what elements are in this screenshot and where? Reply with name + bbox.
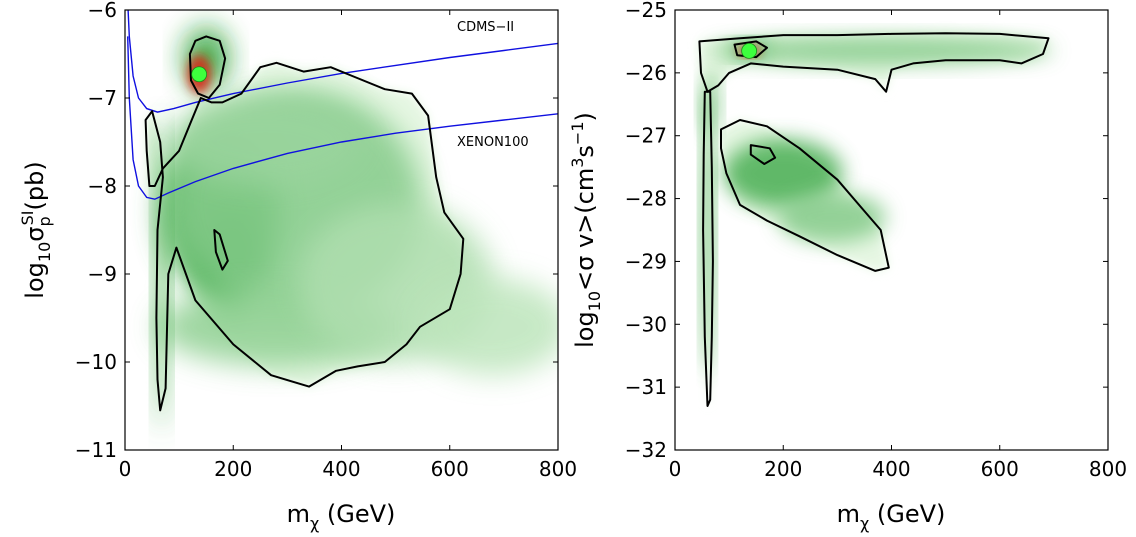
left-x-tick-label: 600 [431, 457, 469, 481]
left-x-tick-label: 800 [539, 457, 577, 481]
left-contour-95-0 [144, 61, 465, 412]
right-density-blob-1 [707, 37, 1054, 65]
right-y-tick-label: −27 [625, 124, 667, 148]
left-density-blob-4 [168, 98, 364, 186]
left-best-fit-point [191, 66, 208, 83]
right-contour-68-1 [749, 144, 777, 165]
left-ticks: 0 200 400 600 800 −11 −10 −9 −8 −7 −6 [75, 0, 577, 481]
right-y-axis-label: log10<σ v>(cm3s−1) [568, 112, 604, 348]
left-limit-curve-0 [127, 10, 558, 113]
left-contour-68-0 [188, 35, 227, 99]
right-contour-95-2 [720, 119, 890, 272]
right-x-tick-label: 200 [764, 457, 802, 481]
right-contour-95-0 [698, 32, 1050, 93]
right-x-tick-label: 0 [669, 457, 682, 481]
left-y-axis-label: log10σpSI(pb) [18, 161, 54, 298]
left-x-tick-label: 400 [322, 457, 360, 481]
left-x-axis-label: mχ (GeV) [287, 500, 396, 533]
right-y-tick-label: −25 [625, 0, 667, 22]
left-x-tick-label: 0 [119, 457, 132, 481]
right-y-tick-label: −26 [625, 61, 667, 85]
left-plot-area [127, 10, 558, 433]
right-axes-frame [674, 9, 1109, 451]
right-contour-95-1 [702, 90, 714, 407]
right-plot-area [698, 32, 1054, 407]
right-x-tick-label: 800 [1089, 457, 1127, 481]
left-density-blob-8 [417, 278, 558, 376]
right-y-tick-label: −28 [625, 187, 667, 211]
left-y-tick-label: −11 [75, 438, 117, 462]
left-y-tick-label: −7 [88, 86, 117, 110]
left-panel: 0 200 400 600 800 −11 −10 −9 −8 −7 −6 CDMS−II XENO… [18, 0, 577, 533]
right-panel: 0 200 400 600 800 −32 −31 −30 −29 −28 −27 −26 −25 mχ… [568, 0, 1127, 533]
left-y-tick-label: −8 [88, 174, 117, 198]
right-y-tick-label: −29 [625, 249, 667, 273]
right-x-tick-label: 600 [981, 457, 1019, 481]
right-x-axis-label: mχ (GeV) [837, 500, 946, 533]
left-limit-curve-1 [127, 36, 558, 200]
left-contour-68-1 [213, 229, 229, 271]
left-x-tick-label: 200 [214, 457, 252, 481]
right-y-tick-label: −30 [625, 312, 667, 336]
cdms-curve-label: CDMS−II [457, 20, 514, 35]
right-best-fit-point [741, 42, 758, 59]
right-x-tick-label: 400 [872, 457, 910, 481]
left-y-tick-label: −10 [75, 350, 117, 374]
left-y-tick-label: −6 [88, 0, 117, 22]
left-y-tick-label: −9 [88, 262, 117, 286]
right-ticks: 0 200 400 600 800 −32 −31 −30 −29 −28 −27 −26 −25 [625, 0, 1127, 481]
xenon-curve-label: XENON100 [457, 135, 529, 150]
right-y-tick-label: −31 [625, 375, 667, 399]
right-y-tick-label: −32 [625, 438, 667, 462]
right-contour-68-0 [733, 40, 768, 59]
